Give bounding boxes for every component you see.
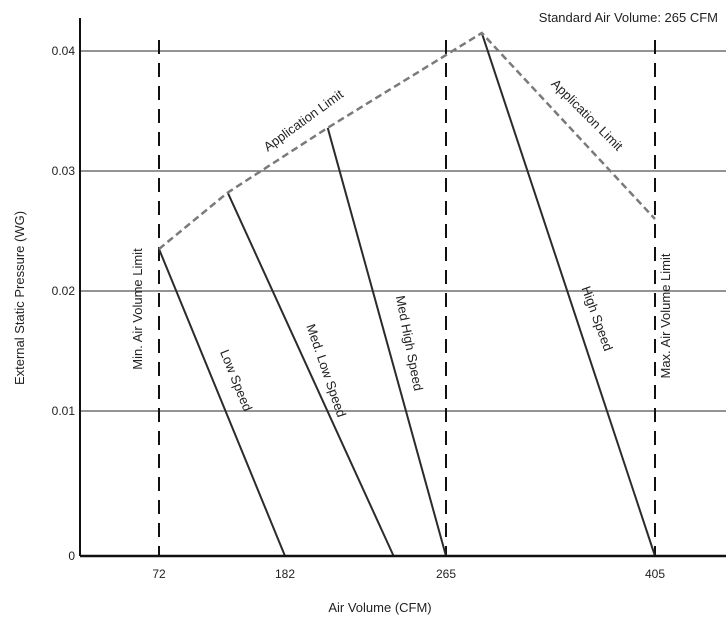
x-tick-labels: 72 182 265 405 [152,567,665,581]
vertical-limit-label: Max. Air Volume Limit [658,253,673,378]
vertical-limit-label: Min. Air Volume Limit [130,248,145,370]
speed-line [158,248,286,557]
application-limit-label: Application Limit [548,76,626,154]
y-tick-label: 0.01 [52,404,76,418]
application-limit-path [158,31,656,250]
speed-line [480,32,656,557]
application-limit-line [158,31,656,250]
y-tick-labels: 0 0.01 0.02 0.03 0.04 [52,44,76,563]
y-tick-label: 0.03 [52,164,76,178]
y-axis-label: External Static Pressure (WG) [12,211,27,385]
speed-line [326,127,447,557]
y-tick-label: 0.04 [52,44,76,58]
standard-air-volume-note: Standard Air Volume: 265 CFM [539,10,718,25]
series-label: Med High Speed [393,294,426,392]
series-lines [158,32,656,557]
vertical-limit-lines [158,40,656,556]
x-tick-label: 265 [436,567,456,581]
axes [79,18,726,558]
x-tick-label: 405 [645,567,665,581]
x-tick-label: 182 [275,567,295,581]
y-tick-label: 0 [68,549,75,563]
y-tick-label: 0.02 [52,284,76,298]
x-tick-label: 72 [152,567,166,581]
x-axis-label: Air Volume (CFM) [328,600,431,615]
grid-lines [80,50,726,412]
series-label: Med. Low Speed [303,322,349,419]
line-labels: Low Speed Med. Low Speed Med High Speed Hig… [130,76,673,419]
speed-line [226,192,395,557]
